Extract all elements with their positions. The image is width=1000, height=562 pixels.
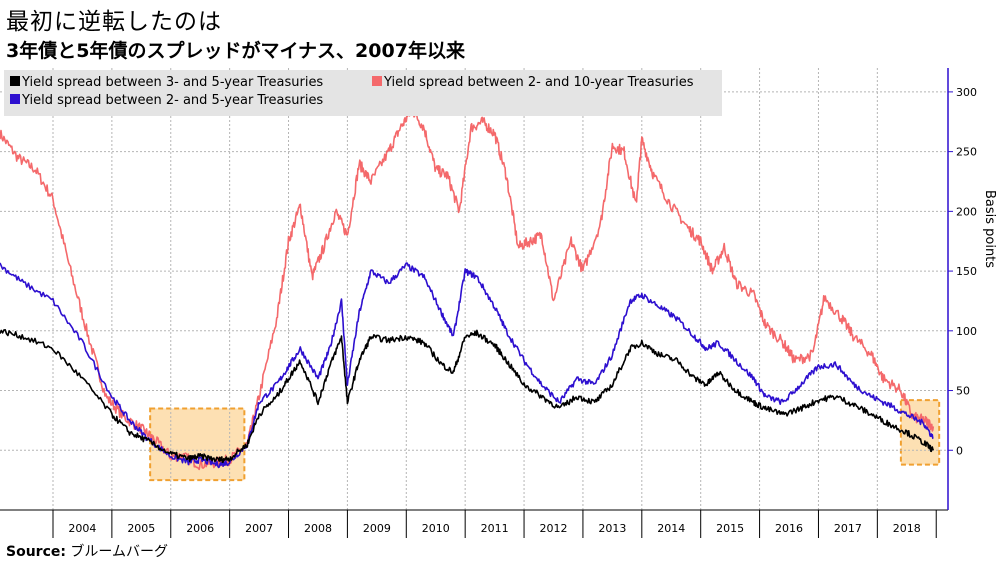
x-tick-label-2009: 2009 [363,522,391,535]
legend: Yield spread between 3- and 5-year Treas… [4,70,722,116]
source-label: Source: [6,544,66,560]
series-line-1 [0,108,935,471]
chart-title: 最初に逆転したのは [6,9,222,35]
x-tick-label-2008: 2008 [304,522,332,535]
x-tick-label-2004: 2004 [68,522,96,535]
y-tick-label-0: 0 [956,444,963,457]
x-tick-label-2018: 2018 [893,522,921,535]
x-tick-label-2016: 2016 [775,522,803,535]
x-tick-label-2010: 2010 [422,522,450,535]
series-line-0 [0,328,935,464]
x-tick-label-2012: 2012 [539,522,567,535]
y-tick-label-50: 50 [956,385,970,398]
x-tick-label-2011: 2011 [481,522,509,535]
legend-label-0: Yield spread between 3- and 5-year Treas… [21,75,323,90]
source-note: Source: ブルームバーグ [6,541,168,561]
legend-swatch-1 [372,76,382,86]
chart-subtitle: 3年債と5年債のスプレッドがマイナス、2007年以来 [6,40,465,62]
y-tick-label-250: 250 [956,146,977,159]
legend-label-1: Yield spread between 2- and 10-year Trea… [383,75,694,90]
x-tick-label-2013: 2013 [598,522,626,535]
legend-label-2: Yield spread between 2- and 5-year Treas… [21,93,323,108]
y-axis-label: Basis points [982,190,997,268]
highlight-box-0 [149,407,246,482]
legend-background [4,70,722,116]
x-tick-label-2006: 2006 [186,522,214,535]
x-tick-label-2015: 2015 [716,522,744,535]
x-tick-label-2014: 2014 [657,522,685,535]
x-tick-label-2017: 2017 [834,522,862,535]
y-tick-label-150: 150 [956,265,977,278]
x-tick-label-2005: 2005 [127,522,155,535]
y-tick-label-200: 200 [956,205,977,218]
y-tick-label-300: 300 [956,86,977,99]
series-line-2 [0,262,934,469]
x-tick-label-2007: 2007 [245,522,273,535]
source-value: ブルームバーグ [70,544,169,560]
legend-swatch-0 [10,76,20,86]
y-tick-label-100: 100 [956,325,977,338]
legend-swatch-2 [10,94,20,104]
